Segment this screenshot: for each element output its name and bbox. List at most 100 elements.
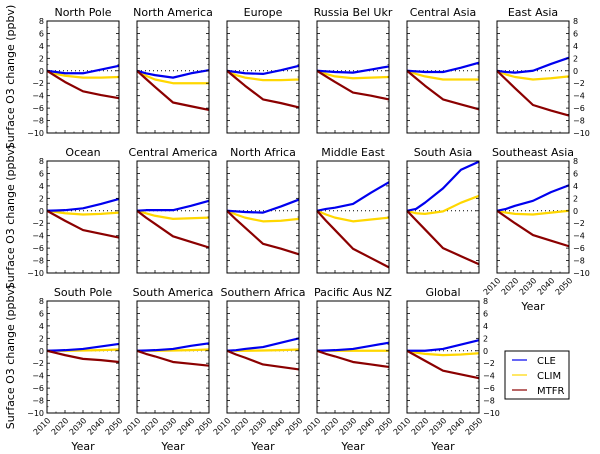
y-tick-label: 2 xyxy=(573,54,578,63)
y-tick-label: 6 xyxy=(573,29,578,38)
panel-central-asia: Central Asia xyxy=(406,6,480,134)
legend-label-cle: CLE xyxy=(537,356,556,367)
y-tick-label: 0 xyxy=(39,347,44,356)
panel-title: Europe xyxy=(244,6,283,19)
panel-frame xyxy=(226,160,300,274)
y-tick-label: 2 xyxy=(573,194,578,203)
xlabel-year: Year xyxy=(430,440,455,453)
x-tick-label: 2020 xyxy=(50,416,71,437)
panel-frame xyxy=(226,20,300,134)
panel-title: North Pole xyxy=(54,6,111,19)
xlabel-year: Year xyxy=(340,440,365,453)
panel-north-america: North America xyxy=(133,6,213,134)
series-line-clim xyxy=(46,209,120,216)
series-line-mtfr xyxy=(46,209,120,239)
xlabel-year: Year xyxy=(520,300,545,313)
ylabel-row-2: Surface O3 change (ppbv) xyxy=(4,145,17,290)
y-tick-label: 0 xyxy=(573,207,578,216)
x-tick-label: 2030 xyxy=(248,416,269,437)
y-tick-label: 4 xyxy=(39,42,44,51)
y-tick-label: −4 xyxy=(32,372,44,381)
y-tick-label: −10 xyxy=(27,129,44,138)
y-tick-label: −2 xyxy=(32,219,44,228)
x-tick-label: 2030 xyxy=(428,416,449,437)
panel-title: South Pole xyxy=(54,286,112,299)
panel-title: North Africa xyxy=(230,146,296,159)
series-line-clim xyxy=(136,69,209,85)
y-tick-label: −8 xyxy=(573,117,585,126)
y-tick-label: 8 xyxy=(39,297,44,306)
series-line-mtfr xyxy=(316,349,390,369)
series-line-cle xyxy=(316,341,390,352)
y-tick-label: 2 xyxy=(39,334,44,343)
panel-east-asia: East Asia 8 6 4 2 0 −2 −4 −6 −8 −10 xyxy=(496,6,590,138)
x-tick-label: 2010 xyxy=(302,416,323,437)
x-tick-label: 2040 xyxy=(446,416,467,437)
y-tick-label: 4 xyxy=(39,182,44,191)
panel-title: Russia Bel Ukr xyxy=(314,6,393,19)
series-line-cle xyxy=(316,181,390,212)
x-tick-label: 2040 xyxy=(86,416,107,437)
panel-north-pole: North Pole 8 6 4 2 0 −2 −4 −6 −8 −10 xyxy=(27,6,120,138)
x-tick-label: 2010 xyxy=(32,416,53,437)
y-tick-label: 8 xyxy=(39,17,44,26)
series-line-cle xyxy=(226,64,300,75)
y-tick-label: 6 xyxy=(573,169,578,178)
x-tick-label: 2010 xyxy=(212,416,233,437)
series-line-clim xyxy=(46,69,120,79)
x-tick-label: 2020 xyxy=(230,416,251,437)
series-line-clim xyxy=(316,69,390,80)
y-tick-label: 8 xyxy=(483,297,488,306)
panel-frame xyxy=(316,300,390,414)
y-tick-label: −10 xyxy=(27,409,44,418)
series-line-mtfr xyxy=(496,69,570,117)
y-tick-label: −10 xyxy=(27,269,44,278)
y-tick-label: −2 xyxy=(32,79,44,88)
x-tick-label: 2020 xyxy=(500,276,521,297)
series-line-clim xyxy=(226,69,300,82)
x-tick-label: 2030 xyxy=(158,416,179,437)
panel-europe: Europe xyxy=(226,6,300,134)
panel-ocean: Ocean 8 6 4 2 0 −2 −4 −6 −8 −10 xyxy=(27,146,120,278)
panel-north-africa: North Africa xyxy=(226,146,300,274)
series-line-mtfr xyxy=(406,69,480,111)
y-tick-label: −6 xyxy=(32,104,44,113)
series-line-cle xyxy=(496,184,570,212)
x-tick-label: 2040 xyxy=(356,416,377,437)
series-line-cle xyxy=(226,337,300,352)
panel-russia-bel-ukr: Russia Bel Ukr xyxy=(314,6,393,134)
series-line-clim xyxy=(406,194,480,215)
y-tick-label: 4 xyxy=(483,322,488,331)
y-tick-label: −6 xyxy=(573,104,585,113)
x-tick-label: 2010 xyxy=(122,416,143,437)
x-tick-label: 2030 xyxy=(338,416,359,437)
y-tick-label: −10 xyxy=(573,269,590,278)
legend-label-mtfr: MTFR xyxy=(537,386,564,397)
x-tick-label: 2010 xyxy=(482,276,503,297)
series-line-cle xyxy=(406,160,480,212)
series-line-mtfr xyxy=(406,210,480,266)
y-tick-label: −6 xyxy=(573,244,585,253)
xlabel-year: Year xyxy=(70,440,95,453)
y-tick-label: −6 xyxy=(32,384,44,393)
y-tick-label: −2 xyxy=(573,79,585,88)
panel-middle-east: Middle East xyxy=(316,146,390,274)
panel-frame xyxy=(46,300,120,414)
ylabel-row-1: Surface O3 change (ppbv) xyxy=(4,5,17,150)
y-tick-label: −4 xyxy=(32,92,44,101)
series-line-clim xyxy=(406,349,480,357)
panel-title: Middle East xyxy=(321,146,385,159)
series-line-clim xyxy=(406,69,479,81)
panel-title: North America xyxy=(133,6,213,19)
panel-frame xyxy=(136,300,210,414)
x-tick-label: 2050 xyxy=(464,416,485,437)
panel-title: East Asia xyxy=(508,6,558,19)
y-tick-label: −8 xyxy=(32,117,44,126)
panel-title: South Asia xyxy=(414,146,473,159)
series-line-cle xyxy=(406,61,480,74)
x-tick-label: 2020 xyxy=(140,416,161,437)
legend: CLE CLIM MTFR xyxy=(504,350,570,400)
